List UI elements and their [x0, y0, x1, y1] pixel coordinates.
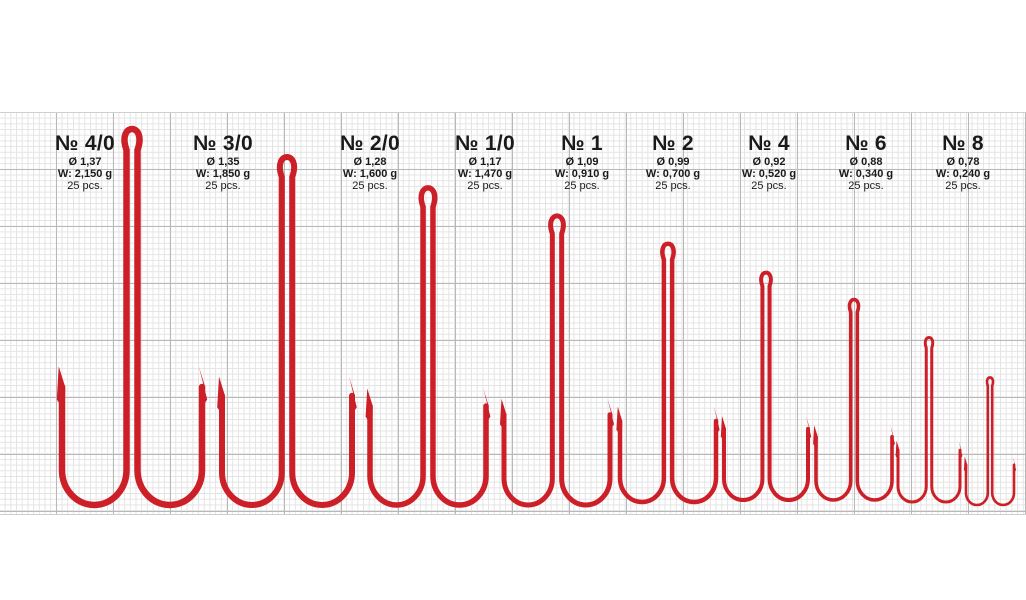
- hook-weight: W: 0,700 g: [645, 168, 701, 180]
- hook-weight: W: 1,600 g: [342, 168, 398, 180]
- hook-quantity: 25 pcs.: [67, 180, 103, 192]
- hook-barb: [813, 425, 818, 451]
- hook-barb: [616, 406, 623, 439]
- hook-6-icon: [895, 336, 963, 504]
- hook-3-0-icon: [217, 154, 357, 508]
- hook-barb: [720, 416, 726, 445]
- hook-barb: [958, 440, 963, 462]
- hook-diameter: Ø 1,28: [353, 156, 387, 168]
- hook-barb: [713, 406, 720, 439]
- grid-background: [0, 112, 1026, 515]
- hook-quantity: 25 pcs.: [848, 180, 884, 192]
- hook-diameter: Ø 0,99: [656, 156, 690, 168]
- hook-barb: [806, 416, 812, 445]
- hook-shank-path: [367, 185, 489, 508]
- hook-barb: [963, 456, 968, 475]
- hook-diameter: Ø 0,88: [849, 156, 883, 168]
- hook-diameter: Ø 0,78: [946, 156, 980, 168]
- hook-shank-path: [219, 154, 355, 508]
- hook-weight: W: 0,520 g: [741, 168, 797, 180]
- hook-barb: [1012, 456, 1017, 475]
- hook-2-0-icon: [365, 185, 491, 508]
- hook-barb: [890, 425, 895, 451]
- hook-barb: [500, 398, 507, 434]
- hook-shank-path: [964, 376, 1016, 507]
- hook-spec-2: № 2 Ø 0,99 W: 0,700 g 25 pcs.: [613, 132, 733, 192]
- hook-spec-4-0: № 4/0 Ø 1,37 W: 2,150 g 25 pcs.: [25, 132, 145, 192]
- hook-shank-path: [617, 241, 719, 505]
- hook-diameter: Ø 1,35: [206, 156, 240, 168]
- hook-barb: [483, 388, 491, 428]
- hook-spec-4: № 4 Ø 0,92 W: 0,520 g 25 pcs.: [709, 132, 829, 192]
- hook-quantity: 25 pcs.: [655, 180, 691, 192]
- hook-diameter: Ø 1,17: [468, 156, 502, 168]
- hook-shank-path: [722, 270, 810, 502]
- hook-barb: [217, 376, 225, 419]
- hook-size: № 1: [561, 132, 603, 155]
- hook-diameter: Ø 1,37: [68, 156, 102, 168]
- hook-shank-path: [58, 125, 206, 509]
- hook-barb: [365, 388, 373, 428]
- hook-barb: [349, 376, 357, 419]
- hook-spec-1-0: № 1/0 Ø 1,17 W: 1,470 g 25 pcs.: [425, 132, 545, 192]
- hook-1-icon: [616, 241, 720, 505]
- hook-size: № 8: [942, 132, 984, 155]
- hook-size: № 4: [748, 132, 790, 155]
- hook-quantity: 25 pcs.: [564, 180, 600, 192]
- hook-4-0-icon: [56, 125, 208, 509]
- hook-weight: W: 1,470 g: [457, 168, 513, 180]
- hook-shank-path: [896, 336, 962, 504]
- hook-barb: [198, 366, 208, 413]
- hook-size: № 1/0: [455, 132, 515, 155]
- hook-spec-3-0: № 3/0 Ø 1,35 W: 1,850 g 25 pcs.: [163, 132, 283, 192]
- hook-size: № 4/0: [55, 132, 115, 155]
- hook-quantity: 25 pcs.: [352, 180, 388, 192]
- hook-spec-8: № 8 Ø 0,78 W: 0,240 g 25 pcs.: [903, 132, 1023, 192]
- hook-quantity: 25 pcs.: [751, 180, 787, 192]
- hook-shank-path: [814, 297, 894, 502]
- hook-diameter: Ø 0,92: [752, 156, 786, 168]
- hook-quantity: 25 pcs.: [945, 180, 981, 192]
- hook-spec-2-0: № 2/0 Ø 1,28 W: 1,600 g 25 pcs.: [310, 132, 430, 192]
- hook-8-icon: [963, 376, 1017, 507]
- hook-size: № 2: [652, 132, 694, 155]
- hook-spec-1: № 1 Ø 1,09 W: 0,910 g 25 pcs.: [522, 132, 642, 192]
- hook-weight: W: 0,240 g: [935, 168, 991, 180]
- hook-quantity: 25 pcs.: [205, 180, 241, 192]
- hook-size: № 6: [845, 132, 887, 155]
- hook-2-icon: [720, 270, 812, 502]
- hook-weight: W: 1,850 g: [195, 168, 251, 180]
- hook-barb: [895, 440, 900, 462]
- hook-weight: W: 2,150 g: [57, 168, 113, 180]
- hook-quantity: 25 pcs.: [467, 180, 503, 192]
- hook-spec-6: № 6 Ø 0,88 W: 0,340 g 25 pcs.: [806, 132, 926, 192]
- hook-weight: W: 0,340 g: [838, 168, 894, 180]
- hook-barb: [607, 398, 614, 434]
- hook-1-0-icon: [500, 213, 614, 508]
- hook-diameter: Ø 1,09: [565, 156, 599, 168]
- hook-size: № 3/0: [193, 132, 253, 155]
- hook-weight: W: 0,910 g: [554, 168, 610, 180]
- hook-barb: [56, 366, 66, 413]
- hook-shank-path: [501, 213, 613, 508]
- hook-4-icon: [813, 297, 895, 502]
- hook-size: № 2/0: [340, 132, 400, 155]
